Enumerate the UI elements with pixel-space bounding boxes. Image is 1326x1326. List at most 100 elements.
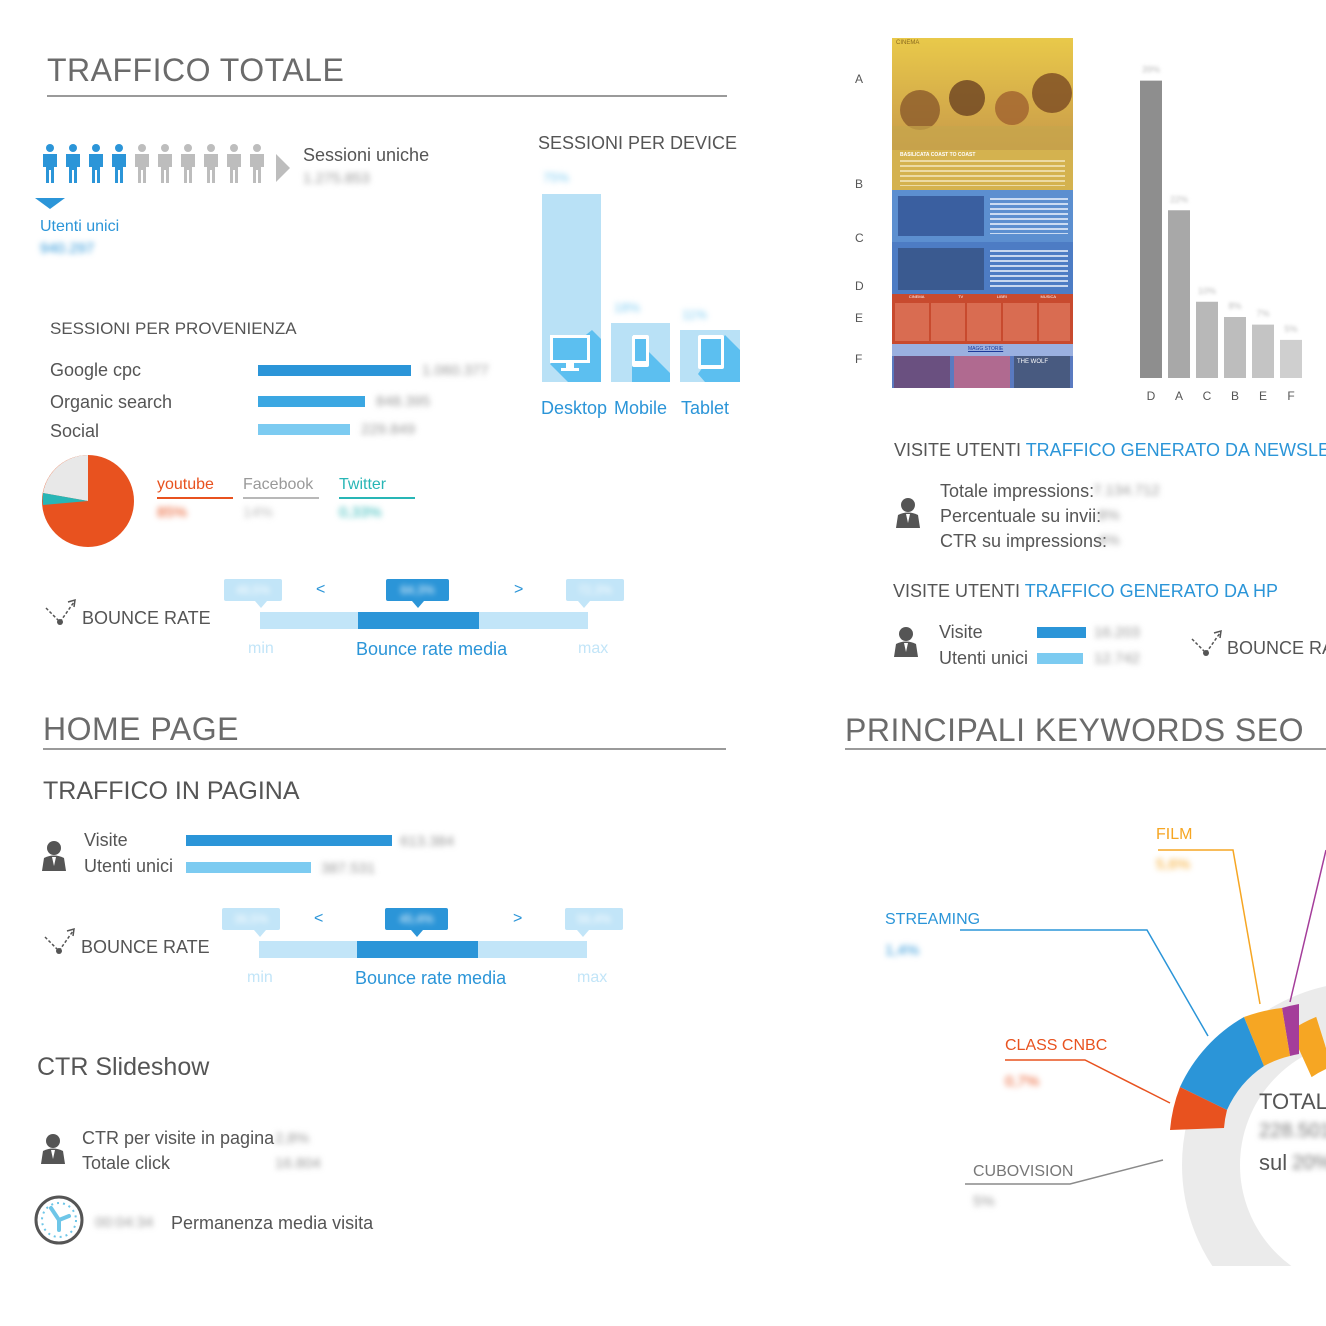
row-letter-f: F [855,352,863,366]
thumb-head-4: MUSICA [1040,294,1057,299]
streaming-leader-line [960,929,1209,1037]
divider [43,748,726,750]
row-letter-d: D [855,279,864,293]
thumb-head-1: CINEMA [908,294,925,299]
bounce-min-label: min [248,640,274,657]
clock-icon [34,1195,84,1245]
bar-value-label: 10% [1198,286,1216,296]
bar-value-label: 39% [1142,65,1160,75]
bounce-max-label: max [578,640,609,657]
divider [47,95,727,97]
user-figure-icon [250,144,264,183]
home-bounce-min-label: min [247,969,273,986]
bar-value-label: 8% [1228,301,1241,311]
bar-category-label: D [1147,389,1156,403]
section-title-home-page: HOME PAGE [43,711,239,747]
thumb-head-2: TV [958,294,964,299]
keywords-donut-chart [960,849,1326,1266]
facebook-label: Facebook [243,476,314,493]
twitter-label: Twitter [339,476,387,493]
social-legend-twitter: Twitter 0,33% [339,476,415,521]
bar-value-label: 7% [1256,309,1269,319]
device-label-tablet: Tablet [681,398,730,418]
home-bounce-media-value: 45,4% [399,912,434,926]
mobile-pct: 18% [614,300,641,315]
twitter-line [339,497,415,499]
totale-click-label: Totale click [82,1153,171,1173]
bar-e [1252,324,1274,378]
twitter-slice [42,493,88,505]
provenienza-label-organic: Organic search [50,392,173,412]
sessioni-uniche-label: Sessioni uniche [303,145,430,165]
sul-value: 20% [1292,1152,1326,1174]
class-cnbc-leader-line [1005,1059,1171,1104]
percentuale-value: 8% [1098,507,1120,524]
row-letter-b: B [855,177,864,191]
user-figure-icon [204,144,218,183]
provenienza-bar-organic [258,396,365,407]
bounce-media-bar [358,612,479,629]
home-bounce-gt: > [513,910,523,927]
bounce-gt: > [514,581,524,598]
impressions-label: Totale impressions: [940,481,1095,501]
donut-base [1182,986,1326,1266]
facebook-line [243,497,319,499]
streaming-slice [1180,1017,1264,1110]
ctr-visite-value: 2,8% [275,1130,310,1147]
home-visite-label: Visite [84,830,128,850]
home-bounce-max-tag: 56,4% [565,908,623,930]
provenienza-label-google: Google cpc [50,360,142,380]
newsletter-thumbnail[interactable]: CINEMA BASILICATA COAST TO COAST CINEMA … [892,38,1073,388]
provenienza-value-organic: 848.395 [376,393,431,410]
thumb-section-f: THE WOLF [892,356,1073,388]
keyword-film-label: FILM [1156,826,1193,843]
keyword-class-cnbc-pct: 0,7% [1005,1073,1040,1090]
ctr-visite-label: CTR per visite in pagina [82,1128,275,1148]
user-figures-row [40,143,310,185]
permanenza-label: Permanenza media visita [171,1213,374,1233]
percentuale-label: Percentuale su invii: [940,506,1102,526]
bar-d [1140,80,1162,378]
thumb-table-body [895,303,1070,341]
thumb-section-a: CINEMA [892,38,1073,150]
thumb-poster-1 [894,356,950,388]
hp-visite-label: Visite [939,622,983,642]
provenienza-title: SESSIONI PER PROVENIENZA [50,319,297,338]
bounce-min-value: 48,5% [235,583,271,597]
tablet-pct: 11% [682,307,708,322]
home-bounce-min-pointer [254,930,266,937]
permanenza-value: 00:04:34 [95,1214,154,1231]
thumb-photo [892,73,1073,150]
thumb-section-c [892,242,1073,294]
twitter-pct: 0,33% [339,504,382,521]
bar-f [1280,339,1302,378]
row-letter-e: E [855,311,864,325]
home-utenti-bar [186,862,311,873]
provenienza-value-google: 1.060.377 [422,362,489,379]
newsletter-bar-chart: 39% D 22% A 10% C 8% B 7% E 5% F [1140,65,1302,403]
facebook-slice [43,455,88,501]
keyword-cubovision-pct: 5% [973,1193,995,1210]
bar-category-label: B [1231,389,1239,403]
bounce-rate-label: BOUNCE RATE [82,608,211,628]
user-figure-active-icon [66,144,80,183]
bounce-max-value: 72,3% [577,583,613,597]
social-pie-chart [42,455,134,547]
bounce-media-tag: 64,3% [386,579,449,601]
user-figure-active-icon [89,144,103,183]
row-letter-c: C [855,231,864,245]
bar-value-label: 5% [1284,324,1297,334]
thumb-image-b [898,196,984,236]
home-utenti-label: Utenti unici [84,856,174,876]
user-figure-active-icon [43,144,57,183]
thumb-head-3: LIBRI [996,294,1007,299]
section-title-traffico-totale: TRAFFICO TOTALE [47,52,345,88]
arrow-right-icon [276,154,290,182]
provenienza-label-social: Social [50,421,100,441]
keyword-class-cnbc-label: CLASS CNBC [1005,1037,1108,1054]
thumb-text-lines [900,160,1065,186]
bounce-arrow-icon [44,927,75,954]
thumb-table-head: CINEMA TV LIBRI MUSICA [892,294,1073,302]
home-bounce-max-label: max [577,969,608,986]
home-visite-bar [186,835,392,846]
